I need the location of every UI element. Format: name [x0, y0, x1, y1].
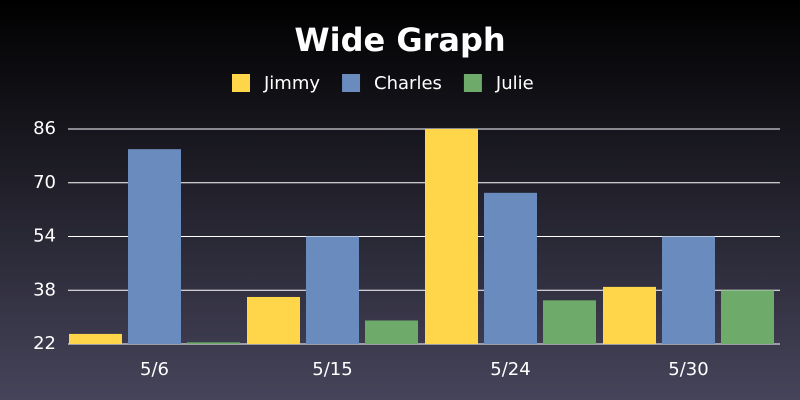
bar — [306, 236, 359, 344]
bar — [543, 300, 596, 344]
bar — [603, 286, 656, 344]
x-tick-label: 5/24 — [490, 359, 530, 380]
bar — [187, 342, 240, 344]
chart-title: Wide Graph — [294, 21, 505, 59]
bar — [484, 192, 537, 344]
bar — [128, 149, 181, 344]
bar — [365, 320, 418, 344]
legend-label: Jimmy — [263, 73, 320, 94]
legend-swatch — [342, 74, 361, 92]
x-tick-label: 5/6 — [140, 359, 169, 380]
bar — [425, 129, 478, 344]
y-tick-label: 54 — [33, 226, 56, 247]
legend-swatch — [463, 74, 482, 92]
x-tick-label: 5/15 — [312, 359, 352, 380]
bar — [247, 296, 300, 344]
legend-label: Julie — [495, 73, 534, 94]
bar — [721, 290, 774, 344]
legend-label: Charles — [374, 73, 442, 94]
bar — [662, 236, 715, 344]
y-tick-label: 22 — [33, 333, 56, 354]
y-tick-label: 86 — [33, 118, 56, 139]
x-tick-label: 5/30 — [668, 359, 708, 380]
y-tick-label: 38 — [33, 279, 56, 300]
bar — [69, 333, 122, 344]
y-tick-label: 70 — [33, 172, 56, 193]
legend-swatch — [232, 74, 250, 92]
